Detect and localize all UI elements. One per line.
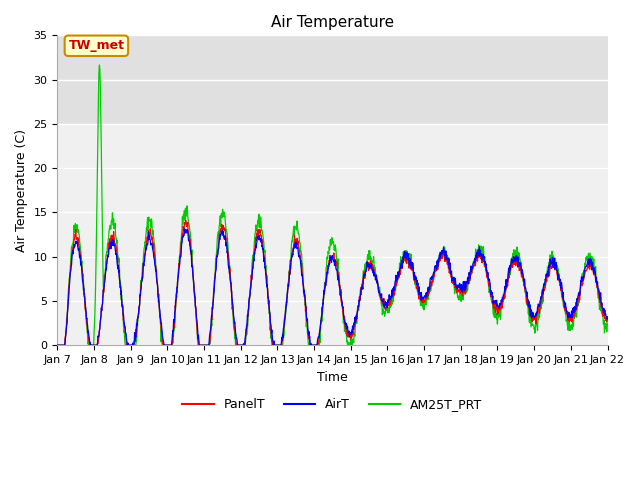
AM25T_PRT (176, 248, 184, 253)
AM25T_PRT (539, 287, 547, 293)
Line: AM25T_PRT: AM25T_PRT (58, 65, 607, 345)
AM25T_PRT (490, 303, 498, 309)
Legend: PanelT, AirT, AM25T_PRT: PanelT, AirT, AM25T_PRT (177, 394, 488, 417)
PanelT (419, 299, 426, 305)
PanelT (238, 342, 246, 348)
AM25T_PRT (604, 321, 611, 326)
Line: AirT: AirT (58, 229, 607, 345)
PanelT (490, 301, 498, 307)
PanelT (604, 316, 611, 322)
AirT (238, 342, 246, 348)
AM25T_PRT (238, 342, 246, 348)
AirT (490, 300, 498, 305)
AM25T_PRT (163, 342, 171, 348)
AM25T_PRT (419, 300, 426, 306)
PanelT (539, 291, 547, 297)
AirT (163, 342, 170, 348)
AirT (180, 226, 188, 232)
AirT (604, 314, 611, 320)
PanelT (182, 217, 189, 223)
AM25T_PRT (95, 62, 103, 68)
Bar (58, 36, 607, 124)
AM25T_PRT (54, 342, 61, 348)
AirT (54, 342, 61, 348)
Title: Air Temperature: Air Temperature (271, 15, 394, 30)
Y-axis label: Air Temperature (C): Air Temperature (C) (15, 129, 28, 252)
X-axis label: Time: Time (317, 371, 348, 384)
Text: TW_met: TW_met (68, 39, 124, 52)
Line: PanelT: PanelT (58, 220, 607, 345)
AirT (419, 296, 426, 301)
AirT (539, 287, 547, 292)
PanelT (163, 342, 170, 348)
AirT (176, 261, 184, 267)
PanelT (176, 255, 184, 261)
PanelT (54, 342, 61, 348)
